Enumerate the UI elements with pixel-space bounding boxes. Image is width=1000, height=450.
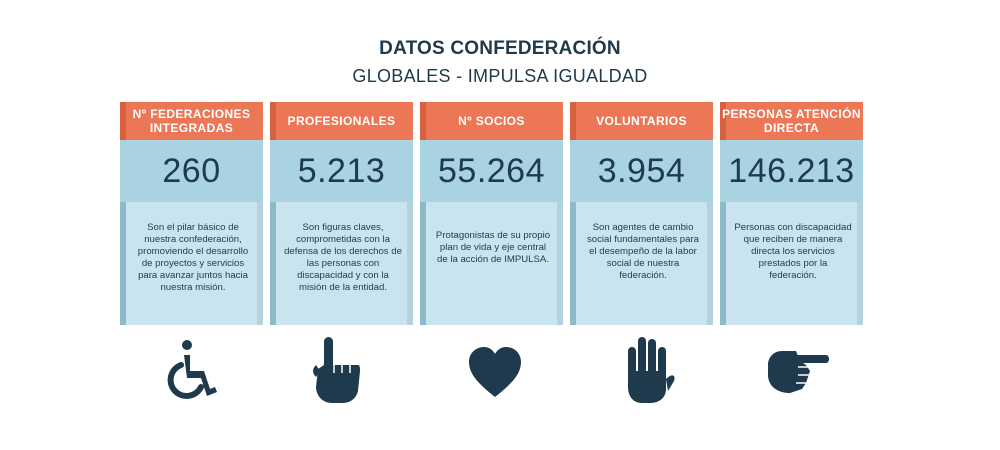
card-header-stripe (120, 102, 126, 140)
card-header-label: Nº FEDERACIONES INTEGRADAS (132, 107, 251, 135)
card-shadow (707, 140, 713, 325)
card-socios: Nº SOCIOS 55.264 Protagonistas de su pro… (420, 102, 563, 325)
card-header-label: PROFESIONALES (287, 114, 396, 128)
card-value: 146.213 (720, 140, 863, 202)
card-value: 3.954 (570, 140, 713, 202)
card-shadow (557, 140, 563, 325)
card-stripe (720, 102, 726, 325)
card-value: 55.264 (420, 140, 563, 202)
card-federaciones: Nº FEDERACIONES INTEGRADAS 260 Son el pi… (120, 102, 263, 325)
card-description: Personas con discapacidad que reciben de… (734, 222, 852, 281)
card-personas-atencion: PERSONAS ATENCIÓN DIRECTA 146.213 Person… (720, 102, 863, 325)
card-header-label: VOLUNTARIOS (596, 114, 687, 128)
card-value: 260 (120, 140, 263, 202)
card-stripe (270, 102, 276, 325)
card-header-stripe (570, 102, 576, 140)
card-header-stripe (720, 102, 726, 140)
card-header: PERSONAS ATENCIÓN DIRECTA (720, 102, 863, 140)
page-subtitle: GLOBALES - IMPULSA IGUALDAD (352, 66, 648, 86)
card-value: 5.213 (270, 140, 413, 202)
card-header: VOLUNTARIOS (570, 102, 713, 140)
page-title: DATOS CONFEDERACIÓN (379, 38, 621, 59)
card-description: Son el pilar básico de nuestra confedera… (137, 222, 249, 293)
stats-cards: Nº FEDERACIONES INTEGRADAS 260 Son el pi… (120, 102, 863, 325)
wheelchair-icon (157, 335, 227, 405)
card-header-stripe (420, 102, 426, 140)
heart-icon (460, 335, 530, 405)
card-shadow (857, 140, 863, 325)
card-voluntarios: VOLUNTARIOS 3.954 Son agentes de cambio … (570, 102, 713, 325)
card-header: Nº SOCIOS (420, 102, 563, 140)
card-stripe (120, 102, 126, 325)
card-description: Protagonistas de su propio plan de vida … (435, 230, 551, 265)
card-shadow (407, 140, 413, 325)
card-description: Son figuras claves, comprometidas con la… (284, 222, 402, 293)
card-header: Nº FEDERACIONES INTEGRADAS (120, 102, 263, 140)
card-header-label: Nº SOCIOS (458, 114, 525, 128)
pointing-right-hand-icon (760, 335, 830, 405)
card-stripe (420, 102, 426, 325)
raised-hand-icon (612, 335, 682, 405)
pointing-up-hand-icon (300, 335, 370, 405)
card-profesionales: PROFESIONALES 5.213 Son figuras claves, … (270, 102, 413, 325)
card-header: PROFESIONALES (270, 102, 413, 140)
card-header-label: PERSONAS ATENCIÓN DIRECTA (722, 107, 861, 135)
card-stripe (570, 102, 576, 325)
card-header-stripe (270, 102, 276, 140)
card-description: Son agentes de cambio social fundamental… (587, 222, 699, 281)
card-shadow (257, 140, 263, 325)
header: DATOS CONFEDERACIÓN GLOBALES - IMPULSA I… (0, 38, 1000, 87)
